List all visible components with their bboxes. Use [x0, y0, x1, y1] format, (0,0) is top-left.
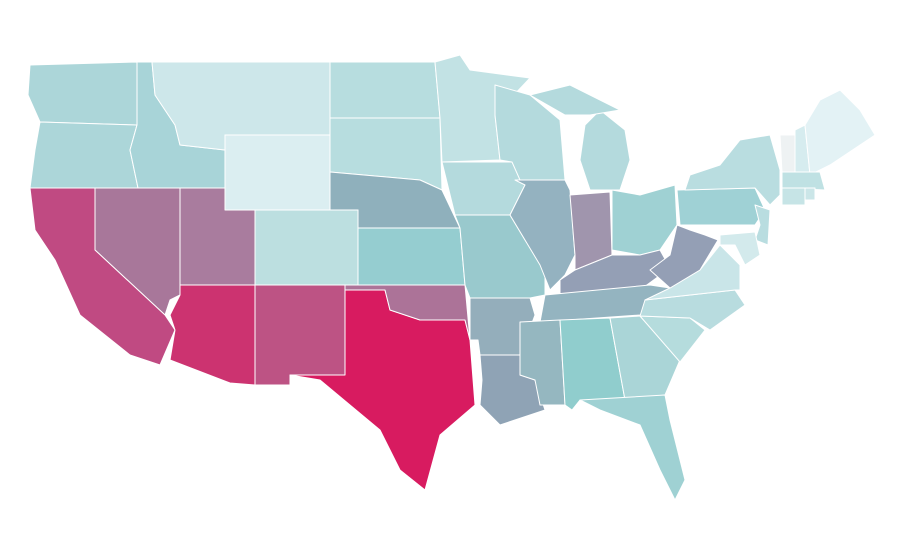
state	[529, 84, 621, 116]
state	[649, 224, 719, 289]
state	[441, 161, 526, 216]
state	[781, 171, 826, 191]
state	[611, 184, 678, 256]
state	[29, 121, 139, 189]
state	[254, 284, 346, 386]
state	[684, 134, 781, 206]
state	[719, 231, 761, 266]
state	[754, 204, 771, 246]
state	[781, 187, 806, 206]
state	[29, 187, 176, 366]
state	[357, 227, 466, 286]
state	[676, 187, 766, 226]
state	[509, 179, 576, 291]
state	[224, 134, 331, 211]
state	[804, 187, 816, 201]
state	[579, 109, 631, 191]
state	[804, 89, 876, 176]
state	[254, 209, 359, 286]
state	[169, 284, 256, 386]
state	[344, 284, 471, 341]
state	[779, 134, 796, 173]
state	[579, 394, 686, 501]
state	[329, 61, 441, 119]
state	[27, 61, 138, 126]
